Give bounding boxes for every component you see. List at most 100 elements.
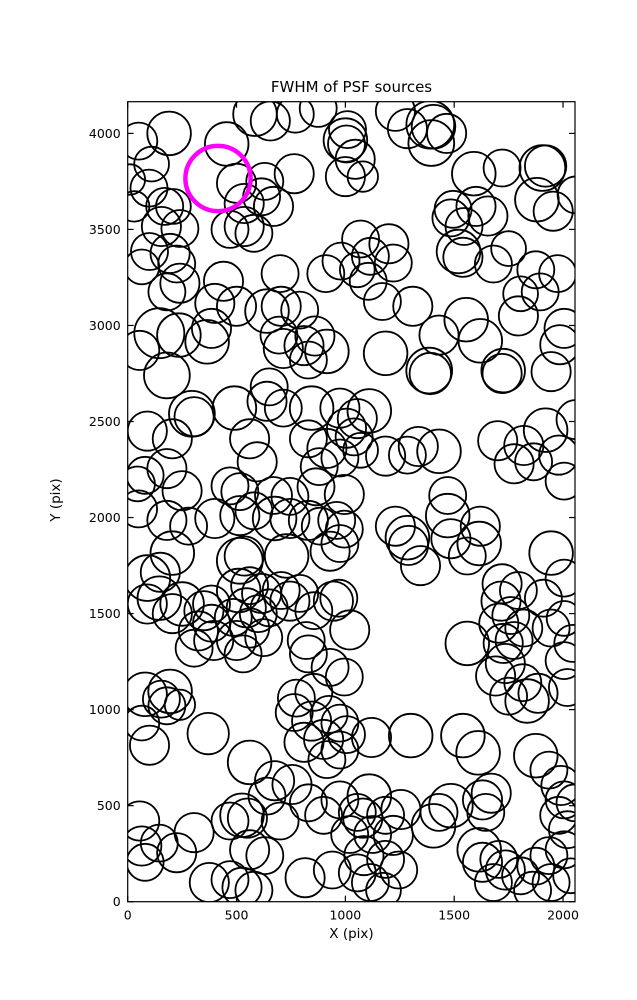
psf-source-circle: [143, 351, 191, 400]
psf-source-circle: [300, 506, 340, 546]
psf-source-circle: [238, 594, 278, 633]
psf-source-circle: [451, 150, 497, 197]
psf-source-circle: [294, 591, 334, 631]
psf-source-circle: [298, 101, 338, 128]
psf-source-circle: [503, 663, 543, 703]
psf-source-circle: [245, 836, 285, 875]
psf-source-circle: [229, 418, 271, 460]
psf-source-circle: [213, 598, 253, 637]
psf-source-circle: [337, 853, 377, 893]
psf-source-circle: [288, 385, 335, 431]
psf-source-circle: [428, 476, 468, 515]
psf-source-circle: [260, 254, 300, 294]
y-tick-label: 3500: [89, 222, 121, 237]
psf-source-circle: [555, 783, 575, 823]
psf-source-circle: [324, 657, 364, 697]
psf-source-circle: [494, 621, 534, 660]
psf-source-circle: [296, 467, 336, 507]
psf-source-circle: [263, 533, 310, 579]
psf-source-circle: [283, 325, 325, 367]
psf-source-circle: [552, 857, 575, 895]
psf-source-circle: [169, 506, 209, 546]
psf-source-circle: [139, 551, 181, 593]
psf-source-circle: [127, 704, 161, 742]
psf-source-circle: [517, 672, 559, 714]
psf-source-circle: [502, 275, 539, 313]
psf-source-circle: [244, 618, 284, 657]
psf-source-circle: [466, 793, 506, 832]
psf-source-circle: [319, 578, 359, 618]
psf-source-circle: [430, 518, 472, 560]
psf-source-circle: [159, 262, 201, 304]
psf-source-circle: [299, 447, 339, 487]
psf-source-circle: [490, 230, 527, 267]
psf-source-circle: [480, 580, 522, 622]
psf-source-circle: [444, 207, 484, 246]
psf-source-circle: [211, 385, 258, 431]
psf-source-circle: [543, 307, 575, 349]
psf-source-circle: [440, 712, 486, 759]
psf-source-circle: [130, 232, 169, 271]
psf-source-circle: [146, 110, 192, 157]
psf-source-circle: [416, 428, 462, 474]
psf-sources-layer: [127, 101, 575, 902]
psf-source-circle: [524, 578, 563, 618]
psf-source-circle: [523, 144, 568, 188]
psf-source-circle: [499, 571, 538, 610]
psf-source-circle: [447, 536, 487, 576]
psf-source-circle: [174, 628, 214, 668]
psf-source-circle: [362, 330, 409, 376]
psf-source-circle: [202, 260, 244, 302]
psf-source-circle: [280, 290, 320, 330]
psf-source-circle: [263, 388, 303, 428]
psf-source-circle: [127, 121, 159, 161]
psf-source-circle: [329, 609, 371, 651]
psf-source-circle: [336, 398, 378, 440]
psf-source-circle: [442, 236, 484, 278]
psf-source-circle: [342, 431, 379, 469]
psf-source-circle: [304, 795, 344, 835]
psf-source-circle: [309, 530, 351, 572]
y-tick-label: 500: [97, 798, 121, 813]
psf-source-circle: [127, 410, 168, 452]
psf-source-circle: [288, 340, 328, 380]
psf-source-circle: [226, 797, 268, 839]
psf-source-circle: [146, 499, 188, 541]
psf-source-circle: [372, 814, 414, 856]
psf-source-circle: [374, 101, 416, 132]
psf-source-circle: [249, 101, 291, 142]
psf-source-circle: [286, 621, 326, 660]
highlighted-source-circle: [183, 143, 253, 214]
psf-source-circle: [399, 545, 441, 587]
psf-source-circle: [529, 836, 569, 875]
psf-source-circle: [183, 590, 225, 632]
psf-source-circle: [477, 420, 519, 462]
psf-source-circle: [276, 678, 316, 718]
psf-source-circle: [459, 505, 501, 547]
psf-source-circle: [251, 495, 298, 542]
psf-source-circle: [193, 620, 235, 662]
psf-source-circle: [484, 849, 526, 891]
psf-source-circle: [306, 254, 346, 294]
psf-source-circle: [539, 795, 575, 835]
psf-source-circle: [146, 448, 188, 490]
y-tick-label: 2000: [89, 510, 121, 525]
psf-source-circle: [461, 841, 503, 883]
y-tick-label: 4000: [89, 126, 121, 141]
psf-source-circle: [252, 185, 294, 227]
psf-source-circle: [325, 407, 367, 449]
psf-source-circle: [538, 434, 575, 476]
psf-source-circle: [127, 671, 168, 717]
psf-source-circle: [127, 842, 165, 882]
psf-source-circle: [188, 862, 230, 902]
psf-source-circle: [210, 801, 250, 841]
psf-source-circle: [513, 870, 552, 902]
psf-source-circle: [229, 607, 271, 649]
psf-source-circle: [327, 124, 366, 164]
psf-source-circle: [328, 110, 367, 150]
psf-source-circle: [127, 825, 163, 867]
y-axis-label: Y (pix): [48, 478, 64, 522]
psf-source-circle: [470, 772, 512, 814]
psf-source-circle: [501, 856, 540, 896]
psf-source-circle: [489, 676, 529, 716]
